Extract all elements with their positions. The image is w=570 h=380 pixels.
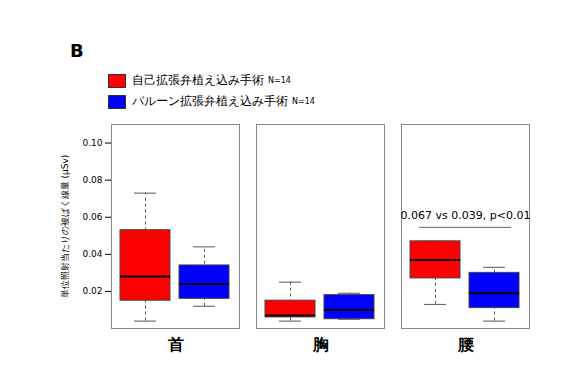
svg-text:単位照射当たりの被ばく線量 (μSv): 単位照射当たりの被ばく線量 (μSv) (60, 155, 70, 299)
svg-text:0.067 vs 0.039, p<0.01: 0.067 vs 0.039, p<0.01 (401, 209, 531, 222)
svg-text:0.08: 0.08 (82, 175, 102, 185)
svg-text:首: 首 (167, 335, 184, 354)
html-text:B: B (70, 40, 84, 61)
svg-text:0.10: 0.10 (82, 138, 102, 148)
svg-text:0.06: 0.06 (82, 212, 102, 222)
html-text:バルーン拡張弁植え込み手術 N=14: バルーン拡張弁植え込み手術 N=14 (132, 94, 315, 108)
svg-text:胸: 胸 (312, 335, 329, 354)
svg-text:腰: 腰 (457, 335, 474, 354)
svg-text:0.04: 0.04 (82, 249, 102, 259)
svg-text:0.02: 0.02 (82, 286, 102, 296)
html-text:自己拡張弁植え込み手術 N=14: 自己拡張弁植え込み手術 N=14 (132, 73, 291, 87)
